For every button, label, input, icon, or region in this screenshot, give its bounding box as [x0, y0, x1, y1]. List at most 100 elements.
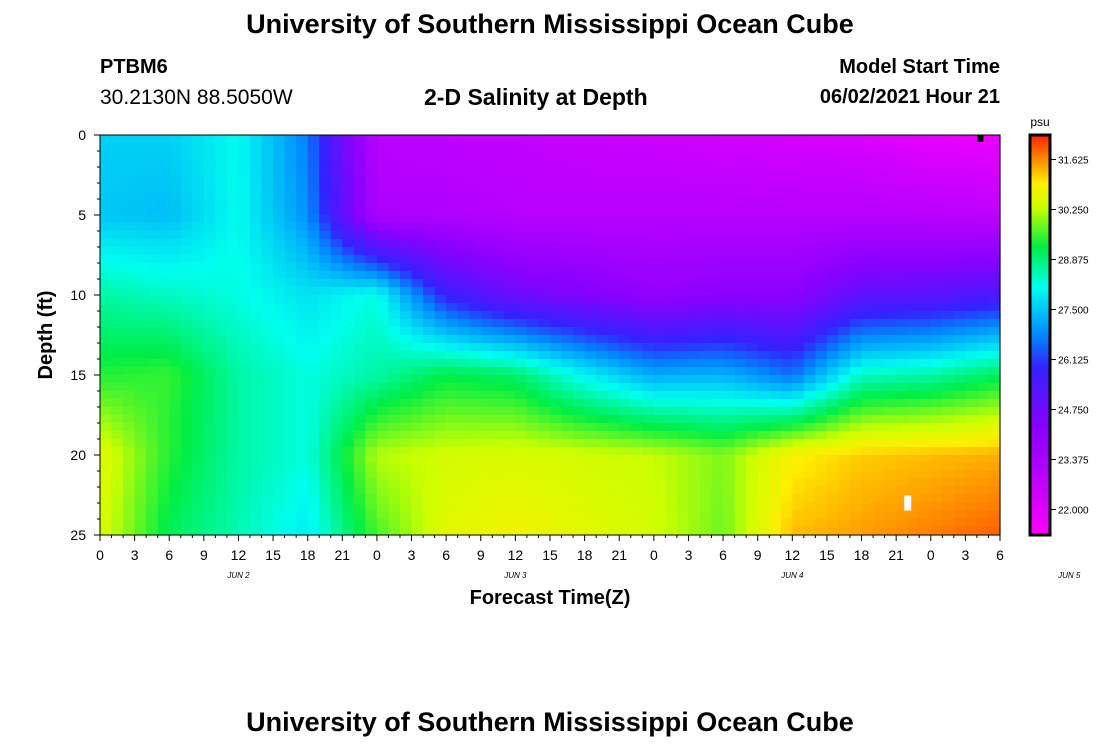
heatmap-cell [526, 447, 540, 456]
heatmap-cell [803, 231, 816, 240]
heatmap-cell [953, 159, 966, 168]
heatmap-cell [746, 431, 759, 440]
heatmap-cell [573, 215, 586, 224]
heatmap-cell [376, 159, 390, 168]
heatmap-cell [988, 415, 1001, 424]
heatmap-cell [550, 487, 563, 496]
heatmap-cell [815, 135, 828, 144]
heatmap-cell [873, 407, 886, 416]
heatmap-cell [284, 511, 297, 520]
heatmap-cell [261, 287, 274, 296]
heatmap-cell [400, 479, 413, 488]
heatmap-cell [815, 343, 828, 352]
heatmap-cell [146, 415, 159, 424]
heatmap-cell [411, 367, 424, 376]
heatmap-cell [446, 151, 459, 160]
heatmap-cell [353, 407, 366, 416]
heatmap-cell [550, 351, 563, 360]
heatmap-cell [584, 183, 597, 192]
heatmap-cell [757, 495, 770, 504]
heatmap-cell [411, 527, 424, 536]
heatmap-cell [757, 303, 770, 312]
heatmap-cell [492, 527, 505, 536]
heatmap-cell [746, 191, 759, 200]
heatmap-cell [250, 247, 263, 256]
heatmap-cell [226, 495, 240, 504]
heatmap-cell [596, 231, 609, 240]
heatmap-cell [584, 439, 597, 448]
heatmap-cell [550, 247, 563, 256]
heatmap-cell [169, 255, 182, 264]
heatmap-cell [942, 503, 955, 512]
heatmap-cell [526, 423, 540, 432]
heatmap-cell [607, 311, 620, 320]
heatmap-cell [873, 263, 886, 272]
heatmap-cell [388, 231, 401, 240]
heatmap-cell [423, 487, 436, 496]
heatmap-cell [215, 143, 228, 152]
heatmap-cell [250, 527, 263, 536]
heatmap-cell [919, 223, 932, 232]
heatmap-cell [561, 271, 574, 280]
heatmap-cell [630, 351, 643, 360]
heatmap-cell [250, 391, 263, 400]
heatmap-cell [976, 375, 990, 384]
heatmap-cell [469, 175, 482, 184]
heatmap-cell [353, 199, 366, 208]
heatmap-cell [815, 199, 828, 208]
heatmap-cell [965, 503, 978, 512]
heatmap-cell [503, 287, 516, 296]
heatmap-cell [884, 399, 897, 408]
heatmap-cell [861, 479, 874, 488]
heatmap-cell [284, 151, 297, 160]
heatmap-cell [434, 503, 447, 512]
heatmap-cell [376, 351, 390, 360]
heatmap-cell [457, 311, 470, 320]
heatmap-cell [446, 391, 459, 400]
heatmap-cell [457, 135, 470, 144]
heatmap-cell [757, 167, 770, 176]
heatmap-cell [803, 255, 816, 264]
heatmap-cell [907, 199, 920, 208]
heatmap-cell [226, 231, 240, 240]
heatmap-cell [792, 223, 805, 232]
heatmap-cell [111, 527, 124, 536]
heatmap-cell [907, 247, 920, 256]
heatmap-cell [930, 495, 943, 504]
heatmap-cell [930, 439, 943, 448]
heatmap-cell [757, 383, 770, 392]
heatmap-cell [953, 343, 966, 352]
heatmap-cell [503, 495, 516, 504]
heatmap-cell [584, 287, 597, 296]
heatmap-cell [942, 303, 955, 312]
heatmap-cell [561, 391, 574, 400]
heatmap-cell [757, 287, 770, 296]
heatmap-cell [769, 511, 782, 520]
heatmap-cell [942, 343, 955, 352]
colorbar-tick-label: 31.625 [1058, 156, 1089, 167]
heatmap-cell [769, 151, 782, 160]
heatmap-cell [169, 351, 182, 360]
heatmap-cell [723, 431, 736, 440]
heatmap-cell [550, 143, 563, 152]
heatmap-cell [423, 271, 436, 280]
heatmap-cell [573, 431, 586, 440]
heatmap-cell [492, 135, 505, 144]
heatmap-cell [676, 231, 690, 240]
heatmap-cell [146, 439, 159, 448]
heatmap-cell [434, 447, 447, 456]
heatmap-cell [192, 247, 205, 256]
heatmap-cell [330, 383, 343, 392]
heatmap-cell [584, 343, 597, 352]
heatmap-cell [400, 151, 413, 160]
heatmap-cell [123, 135, 136, 144]
heatmap-cell [226, 423, 240, 432]
heatmap-cell [757, 455, 770, 464]
heatmap-cell [873, 391, 886, 400]
heatmap-cell [607, 439, 620, 448]
heatmap-cell [642, 327, 655, 336]
heatmap-cell [884, 447, 897, 456]
heatmap-cell [769, 223, 782, 232]
heatmap-cell [965, 527, 978, 536]
heatmap-cell [400, 303, 413, 312]
